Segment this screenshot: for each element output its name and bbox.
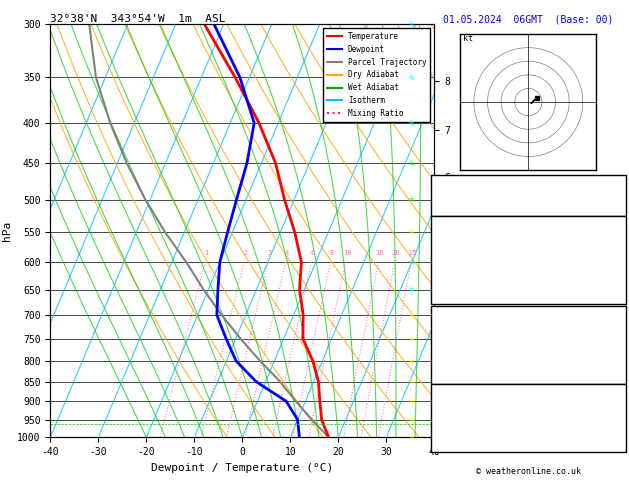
Text: 16: 16 (376, 250, 384, 256)
Text: 2: 2 (243, 250, 248, 256)
Text: © weatheronline.co.uk: © weatheronline.co.uk (476, 467, 581, 476)
Text: 313: 313 (604, 258, 620, 267)
Text: ≫: ≫ (406, 118, 415, 128)
Text: 11.9: 11.9 (599, 245, 620, 255)
Text: 313: 313 (604, 335, 620, 345)
Legend: Temperature, Dewpoint, Parcel Trajectory, Dry Adiabat, Wet Adiabat, Isotherm, Mi: Temperature, Dewpoint, Parcel Trajectory… (323, 28, 430, 122)
Text: SREH: SREH (437, 413, 457, 422)
Text: 8: 8 (615, 180, 620, 189)
Text: ≫: ≫ (406, 377, 415, 386)
Text: ≫: ≫ (406, 334, 415, 344)
Text: EH: EH (437, 401, 447, 410)
Text: ≫: ≫ (406, 19, 415, 29)
X-axis label: Dewpoint / Temperature (°C): Dewpoint / Temperature (°C) (151, 463, 333, 473)
Text: 6: 6 (311, 250, 315, 256)
Text: ≫: ≫ (406, 285, 415, 295)
Text: 32°38'N  343°54'W  1m  ASL: 32°38'N 343°54'W 1m ASL (50, 14, 226, 23)
Text: 20: 20 (392, 250, 400, 256)
Text: 18: 18 (610, 233, 620, 243)
Text: 1: 1 (204, 250, 209, 256)
Text: PW (cm): PW (cm) (437, 204, 472, 213)
Text: 01.05.2024  06GMT  (Base: 00): 01.05.2024 06GMT (Base: 00) (443, 15, 613, 25)
Text: 10: 10 (343, 250, 351, 256)
Text: Lifted Index: Lifted Index (437, 347, 497, 357)
Text: -5: -5 (610, 413, 620, 422)
Text: 1022: 1022 (599, 323, 620, 332)
Text: K: K (437, 180, 442, 189)
Text: CAPE (J): CAPE (J) (437, 360, 477, 369)
Text: ≫: ≫ (406, 227, 415, 237)
Text: Totals Totals: Totals Totals (437, 192, 502, 201)
Text: Dewp ($\degree$C): Dewp ($\degree$C) (437, 245, 482, 259)
Text: 25: 25 (408, 250, 416, 256)
Text: kt: kt (463, 34, 473, 43)
Text: ≫: ≫ (406, 397, 415, 406)
Text: CIN (J): CIN (J) (437, 294, 472, 303)
Text: Surface: Surface (509, 221, 547, 230)
Text: ≫: ≫ (406, 433, 415, 442)
Text: 3: 3 (267, 250, 272, 256)
Text: 9: 9 (615, 270, 620, 279)
Text: $\theta_e$(K): $\theta_e$(K) (437, 258, 462, 270)
Text: ≫: ≫ (406, 159, 415, 168)
Text: ≫: ≫ (406, 415, 415, 425)
Text: ≫: ≫ (406, 195, 415, 204)
Text: Pressure (mb): Pressure (mb) (437, 323, 502, 332)
Text: Hodograph: Hodograph (504, 389, 552, 398)
Text: StmSpd (kt): StmSpd (kt) (437, 437, 492, 447)
Text: 0: 0 (615, 360, 620, 369)
Text: 1.78: 1.78 (599, 204, 620, 213)
Text: 10: 10 (610, 437, 620, 447)
Text: 8: 8 (330, 250, 334, 256)
Text: 33: 33 (610, 192, 620, 201)
Text: ≫: ≫ (406, 310, 415, 320)
Text: LCL: LCL (442, 420, 457, 429)
Y-axis label: hPa: hPa (1, 221, 11, 241)
Text: Temp ($\degree$C): Temp ($\degree$C) (437, 233, 482, 246)
Text: ≫: ≫ (406, 356, 415, 365)
Text: $\theta_e$ (K): $\theta_e$ (K) (437, 335, 467, 348)
Text: ≫: ≫ (406, 72, 415, 82)
Text: 9: 9 (615, 347, 620, 357)
Text: CAPE (J): CAPE (J) (437, 282, 477, 291)
Text: ≫: ≫ (406, 258, 415, 267)
Text: -20: -20 (604, 401, 620, 410)
Y-axis label: km
ASL: km ASL (462, 231, 479, 252)
Text: 0: 0 (615, 372, 620, 381)
Text: 332°: 332° (599, 425, 620, 434)
Text: Most Unstable: Most Unstable (493, 311, 564, 320)
Text: Lifted Index: Lifted Index (437, 270, 497, 279)
Text: CIN (J): CIN (J) (437, 372, 472, 381)
Text: 0: 0 (615, 294, 620, 303)
Text: 0: 0 (615, 282, 620, 291)
Text: StmDir: StmDir (437, 425, 467, 434)
Text: 4: 4 (285, 250, 289, 256)
